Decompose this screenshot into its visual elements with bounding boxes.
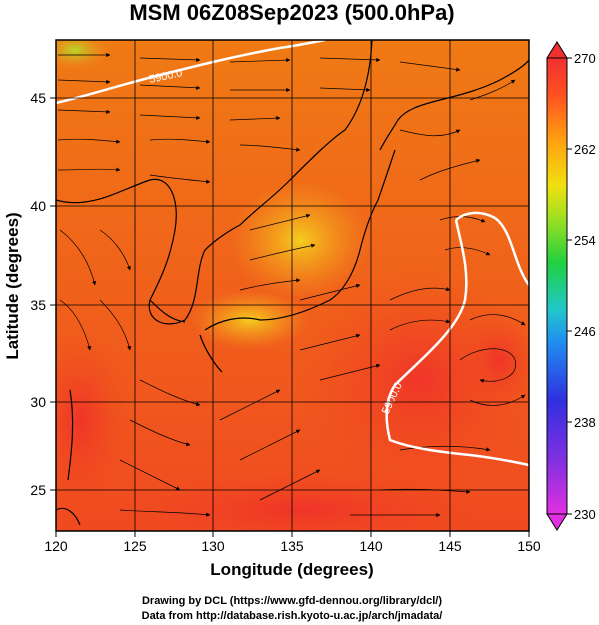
x-tick-label: 145: [438, 538, 462, 554]
x-tick-label: 130: [201, 538, 225, 554]
y-tick-label: 45: [30, 90, 46, 106]
y-tick-label: 25: [30, 482, 46, 498]
tick-marks: [50, 97, 530, 537]
temperature-field: 5900.0 5900.0: [56, 40, 529, 531]
coastlines: [56, 40, 529, 526]
contour-5900: [56, 40, 529, 467]
x-axis-title: Longitude (degrees): [210, 560, 373, 579]
y-tick-label: 40: [30, 198, 46, 214]
chart-title: MSM 06Z08Sep2023 (500.0hPa): [129, 0, 454, 25]
colorbar-top-arrow: [546, 41, 568, 59]
y-tick-label: 35: [30, 297, 46, 313]
y-tick-label: 30: [30, 394, 46, 410]
colorbar-tick-label: 262: [574, 142, 596, 157]
credit-drawing: Drawing by DCL (https://www.gfd-dennou.o…: [142, 595, 442, 607]
y-tick-labels: 25 30 35 40 45: [30, 90, 46, 498]
colorbar-bottom-arrow: [546, 513, 568, 531]
x-tick-label: 120: [44, 538, 68, 554]
streamlines: [57, 52, 526, 518]
x-tick-label: 135: [280, 538, 304, 554]
colorbar-tick-label: 238: [574, 415, 596, 430]
colorbar-tick-label: 270: [574, 51, 596, 66]
colorbar-tick-label: 230: [574, 507, 596, 522]
colorbar-tick-label: 254: [574, 233, 596, 248]
x-tick-label: 150: [517, 538, 541, 554]
grid: [56, 40, 529, 531]
y-axis-title: Latitude (degrees): [3, 212, 22, 359]
colorbar: 230 238 246 254 262 270: [546, 41, 596, 531]
colorbar-tick-label: 246: [574, 324, 596, 339]
x-tick-labels: 120 125 130 135 140 145 150: [44, 538, 541, 554]
x-tick-label: 140: [359, 538, 383, 554]
x-tick-label: 125: [123, 538, 147, 554]
credit-data: Data from http://database.rish.kyoto-u.a…: [142, 610, 443, 622]
